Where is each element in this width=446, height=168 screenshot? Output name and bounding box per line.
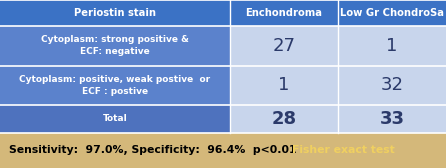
Bar — [0, 133, 446, 168]
Bar — [230, 26, 338, 66]
Bar — [0, 105, 230, 133]
Bar — [230, 66, 338, 105]
Text: Sensitivity:  97.0%, Specificity:  96.4%  p<0.01: Sensitivity: 97.0%, Specificity: 96.4% p… — [9, 145, 300, 155]
Bar — [0, 0, 230, 26]
Bar — [230, 105, 338, 133]
Bar — [338, 66, 446, 105]
Text: 1: 1 — [386, 37, 398, 55]
Text: Cytoplasm: positive, weak postive  or
ECF : postive: Cytoplasm: positive, weak postive or ECF… — [19, 75, 211, 96]
Bar — [0, 26, 230, 66]
Bar — [338, 0, 446, 26]
Text: 28: 28 — [271, 110, 296, 128]
Text: Total: Total — [103, 114, 127, 123]
Bar — [338, 105, 446, 133]
Text: Fisher exact test: Fisher exact test — [292, 145, 395, 155]
Bar — [230, 0, 338, 26]
Bar — [338, 26, 446, 66]
Text: 1: 1 — [278, 76, 289, 94]
Text: Periostin stain: Periostin stain — [74, 8, 156, 18]
Text: 33: 33 — [380, 110, 405, 128]
Text: 32: 32 — [380, 76, 404, 94]
Text: Cytoplasm: strong positive &
ECF: negative: Cytoplasm: strong positive & ECF: negati… — [41, 35, 189, 56]
Text: Low Gr ChondroSa: Low Gr ChondroSa — [340, 8, 444, 18]
Text: 27: 27 — [272, 37, 295, 55]
Text: Enchondroma: Enchondroma — [245, 8, 322, 18]
Bar — [0, 66, 230, 105]
